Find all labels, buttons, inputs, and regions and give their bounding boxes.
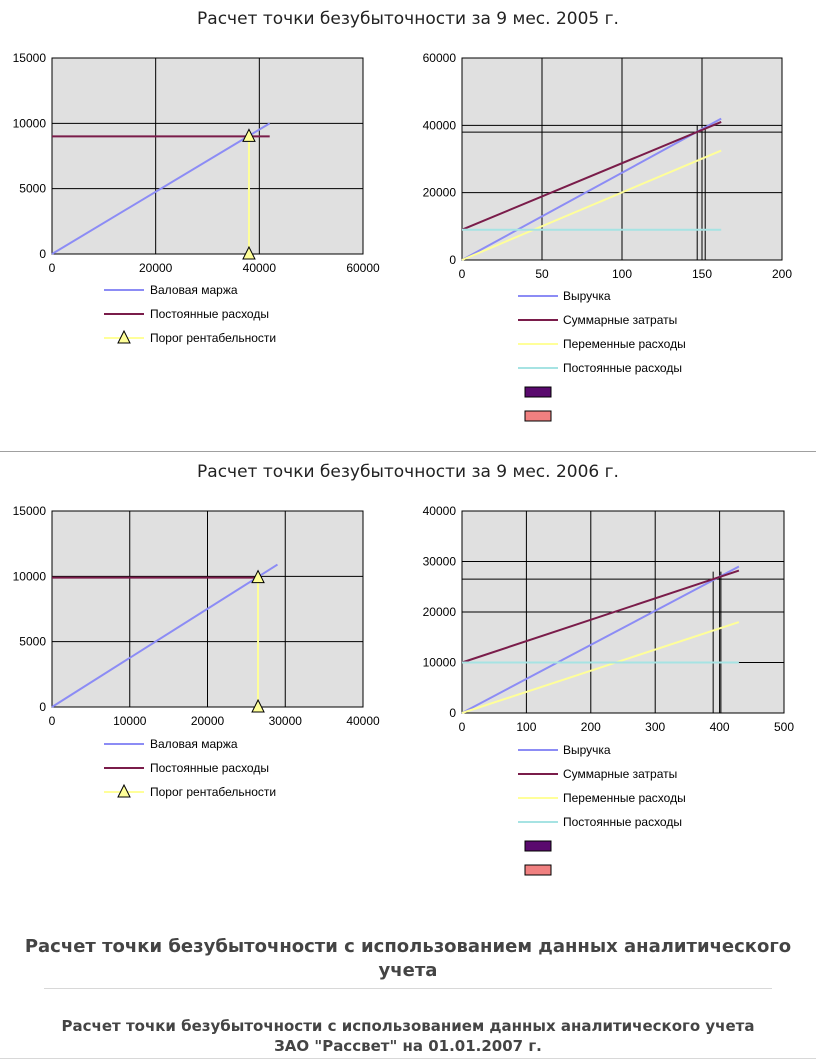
c1-xtick-label: 150	[692, 267, 712, 281]
c2-ytick-label: 5000	[19, 635, 46, 649]
c1-ytick-label: 20000	[423, 186, 457, 200]
c3-series-line-0	[461, 565, 740, 714]
c3-legend-label-3: Постоянные расходы	[563, 815, 682, 829]
c2-xtick-label: 20000	[191, 714, 225, 728]
c3-xtick-label: 300	[645, 720, 665, 734]
c1-legend-label-3: Постоянные расходы	[563, 361, 682, 375]
c3-xtick-label: 100	[516, 720, 536, 734]
c0-ytick-label: 10000	[13, 116, 47, 130]
c3-legend-swatch-1	[524, 864, 552, 876]
c0-plot-area	[51, 57, 364, 255]
chart-margin-2005: 0 20000 40000 60000 0 5000 10000 15000 Валовая м…	[13, 51, 380, 345]
c3-xtick-label: 200	[581, 720, 601, 734]
chart-margin-2006: 0 10000 20000 30000 40000 0 5000 10000 15000 Вало…	[13, 504, 380, 799]
c2-xtick-label: 30000	[269, 714, 303, 728]
c0-threshold-marker	[242, 128, 256, 142]
c1-legend-label-0: Выручка	[563, 289, 611, 303]
c3-ytick-label: 20000	[423, 605, 457, 619]
c2-xtick-label: 40000	[346, 714, 380, 728]
c2-series-line-0	[51, 563, 279, 708]
c2-legend-label-1: Постоянные расходы	[150, 761, 269, 775]
c3-xtick-label: 0	[459, 720, 466, 734]
c2-ytick-label: 15000	[13, 504, 47, 518]
c3-legend-label-1: Суммарные затраты	[563, 767, 677, 781]
c1-xtick-label: 0	[459, 267, 466, 281]
c1-series-line-0	[461, 117, 722, 261]
c0-legend-label-0: Валовая маржа	[150, 283, 238, 297]
c1-xtick-label: 50	[535, 267, 549, 281]
c0-xtick-label: 20000	[139, 261, 173, 275]
bottom-rule	[0, 1058, 816, 1059]
c2-legend-marker	[117, 783, 131, 798]
c0-xtick-label: 40000	[243, 261, 277, 275]
c1-ytick-label: 0	[449, 253, 456, 267]
c0-ytick-label: 0	[39, 247, 46, 261]
heading-line-1: Расчет точки безубыточности с использова…	[61, 1017, 755, 1035]
c1-legend-swatch-1	[524, 410, 552, 422]
c1-series-line-2	[461, 149, 722, 261]
c1-ytick-label: 40000	[423, 118, 457, 132]
c0-ytick-label: 15000	[13, 51, 47, 65]
c2-xtick-label: 0	[49, 714, 56, 728]
c2-threshold-marker	[251, 698, 265, 713]
c3-ytick-label: 30000	[423, 555, 457, 569]
c2-ytick-label: 0	[39, 700, 46, 714]
c3-ytick-label: 0	[449, 706, 456, 720]
c1-series-line-1	[461, 121, 722, 231]
c3-ytick-label: 40000	[423, 504, 457, 518]
c3-series-line-1	[461, 569, 740, 664]
c0-legend-label-1: Постоянные расходы	[150, 307, 269, 321]
c3-legend-label-2: Переменные расходы	[563, 791, 686, 805]
c2-legend-label-2: Порог рентабельности	[150, 785, 276, 799]
c1-legend-label-2: Переменные расходы	[563, 337, 686, 351]
chart-revenue-2006: 0 100 200 300 400 500 0 10000 20000 30000 40000 Выр…	[423, 504, 794, 876]
c0-legend-marker	[117, 329, 131, 344]
section-title-2005: Расчет точки безубыточности за 9 мес. 20…	[197, 9, 619, 29]
c2-ytick-label: 10000	[13, 569, 47, 583]
c1-xtick-label: 100	[612, 267, 632, 281]
c2-threshold-marker	[251, 569, 265, 584]
c0-threshold-marker	[242, 245, 256, 260]
section-title-2006: Расчет точки безубыточности за 9 мес. 20…	[197, 462, 619, 482]
c1-legend-label-1: Суммарные затраты	[563, 313, 677, 327]
section-divider	[0, 451, 816, 452]
c0-xtick-label: 60000	[346, 261, 380, 275]
c3-xtick-label: 400	[710, 720, 730, 734]
c1-legend-swatch-0	[524, 386, 552, 398]
heading-analytic-company: Расчет точки безубыточности с использова…	[0, 1016, 816, 1056]
c3-ytick-label: 10000	[423, 656, 457, 670]
c2-xtick-label: 10000	[113, 714, 147, 728]
c0-legend-label-2: Порог рентабельности	[150, 331, 276, 345]
c3-legend-label-0: Выручка	[563, 743, 611, 757]
c3-legend-swatch-0	[524, 840, 552, 852]
c3-series-line-2	[461, 621, 740, 714]
heading-analytic: Расчет точки безубыточности с использова…	[24, 936, 792, 981]
c1-xtick-label: 200	[772, 267, 792, 281]
c0-ytick-label: 5000	[19, 182, 46, 196]
c2-legend-label-0: Валовая маржа	[150, 737, 238, 751]
c0-series-line-0	[51, 122, 271, 255]
heading-line-2: ЗАО "Рассвет" на 01.01.2007 г.	[274, 1037, 542, 1055]
c3-xtick-label: 500	[774, 720, 794, 734]
c1-ytick-label: 60000	[423, 51, 457, 65]
chart-revenue-2005: 0 50 100 150 200 0 20000 40000 60000 Выручка Сумма…	[423, 51, 792, 422]
heading-rule	[44, 988, 772, 989]
c0-xtick-label: 0	[49, 261, 56, 275]
